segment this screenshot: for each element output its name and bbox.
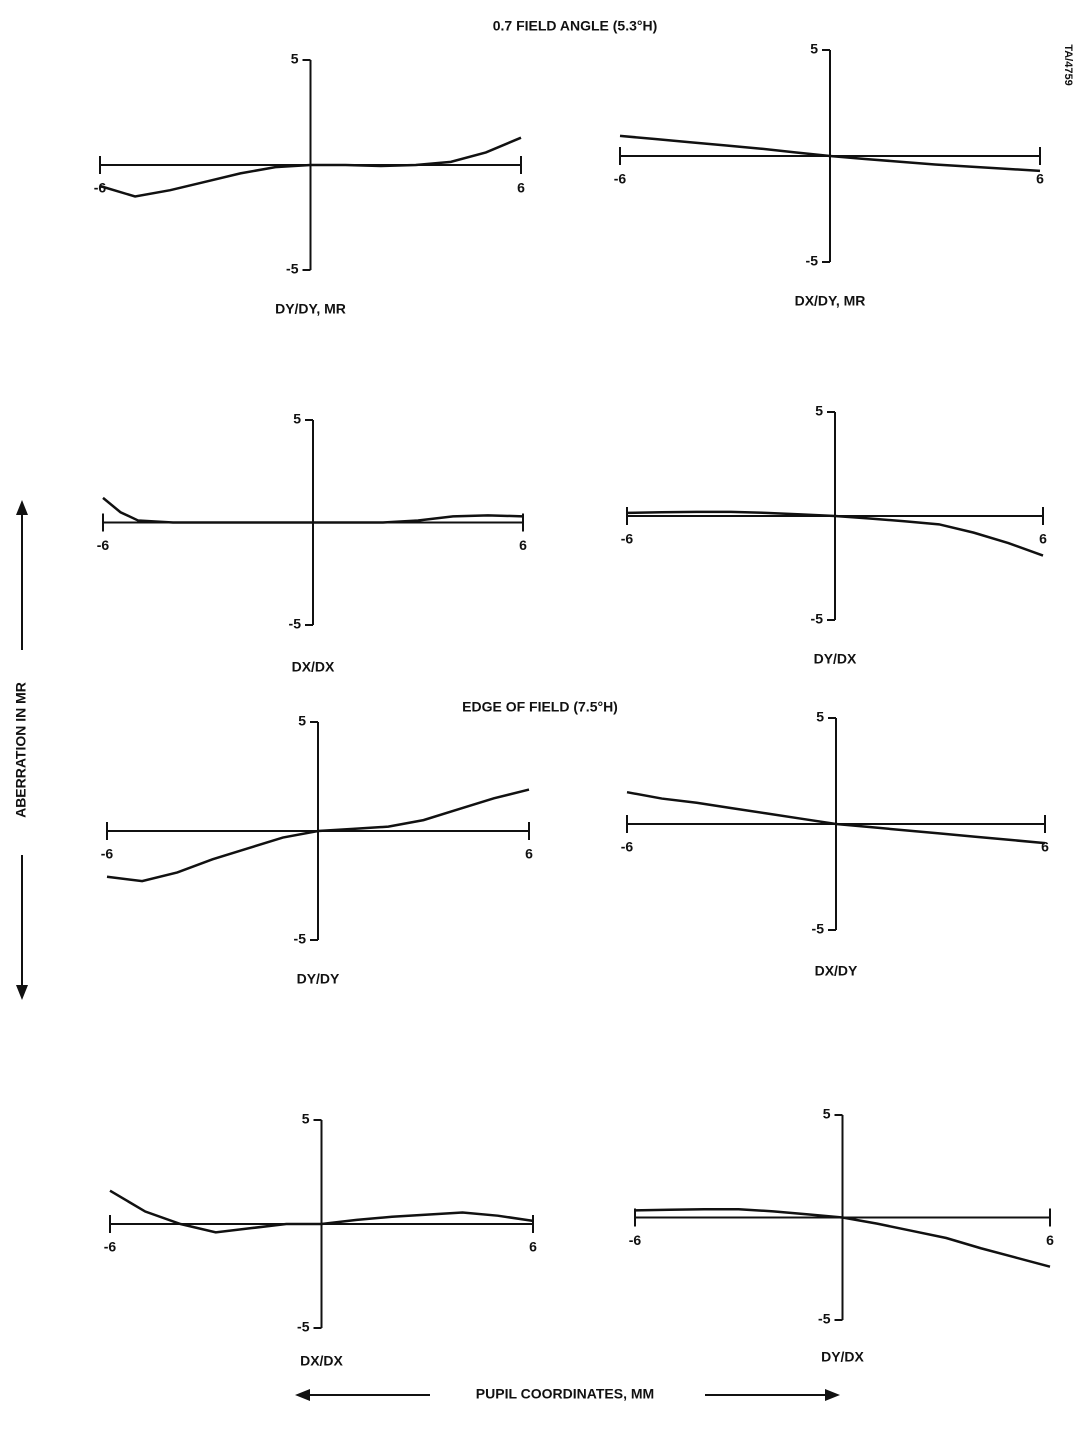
x-tick-label: 6 [519, 537, 527, 553]
y-tick-label: -5 [818, 1311, 831, 1327]
y-tick-label: -5 [286, 261, 299, 277]
corner-label: TA/4759 [1062, 44, 1074, 85]
y-tick-label: -5 [812, 921, 825, 937]
x-tick-label: -6 [97, 537, 110, 553]
x-tick-label: -6 [101, 846, 114, 862]
y-tick-label: 5 [293, 411, 301, 427]
x-tick-label: -6 [104, 1239, 117, 1255]
x-tick-label: 6 [529, 1239, 537, 1255]
curve [109, 1189, 534, 1234]
chart-title: DY/DY, MR [275, 301, 346, 317]
x-tick-label: 6 [1039, 531, 1047, 547]
y-tick-label: -5 [297, 1319, 310, 1335]
chart-title: DY/DX [821, 1349, 864, 1365]
y-tick-label: 5 [291, 51, 299, 67]
curve [102, 496, 524, 524]
chart-title: DX/DX [292, 659, 335, 675]
y-tick-label: 5 [815, 403, 823, 419]
curve [626, 790, 1046, 845]
x-arrows [295, 1389, 840, 1401]
curve [626, 510, 1044, 557]
y-tick-label: -5 [806, 253, 819, 269]
chart-title: DX/DY [815, 963, 858, 979]
x-tick-label: 6 [1046, 1232, 1054, 1248]
x-tick-label: -6 [621, 839, 634, 855]
y-tick-label: -5 [289, 616, 302, 632]
y-tick-label: 5 [823, 1106, 831, 1122]
y-tick-label: 5 [816, 709, 824, 725]
y-axis-label: ABERRATION IN MR [13, 682, 29, 818]
chart-title: DX/DY, MR [795, 293, 866, 309]
x-tick-label: -6 [621, 531, 634, 547]
chart-title: DY/DX [814, 651, 857, 667]
y-tick-label: 5 [302, 1111, 310, 1127]
x-tick-label: 6 [1036, 171, 1044, 187]
y-tick-label: 5 [298, 713, 306, 729]
curve [634, 1208, 1051, 1268]
x-tick-label: 6 [525, 846, 533, 862]
curve [99, 136, 522, 198]
x-tick-label: 6 [1041, 839, 1049, 855]
x-tick-label: 6 [517, 180, 525, 196]
section-title: EDGE OF FIELD (7.5°H) [462, 699, 618, 715]
section-title: 0.7 FIELD ANGLE (5.3°H) [493, 18, 658, 34]
chart-title: DX/DX [300, 1353, 343, 1369]
x-tick-label: -6 [614, 171, 627, 187]
x-tick-label: -6 [629, 1232, 642, 1248]
y-tick-label: 5 [810, 41, 818, 57]
chart-title: DY/DY [297, 971, 340, 987]
curve [619, 134, 1041, 173]
x-axis-label: PUPIL COORDINATES, MM [476, 1386, 654, 1402]
curve [106, 788, 530, 883]
y-tick-label: -5 [811, 611, 824, 627]
y-tick-label: -5 [294, 931, 307, 947]
y-arrows [16, 500, 28, 1000]
x-tick-label: -6 [94, 180, 107, 196]
